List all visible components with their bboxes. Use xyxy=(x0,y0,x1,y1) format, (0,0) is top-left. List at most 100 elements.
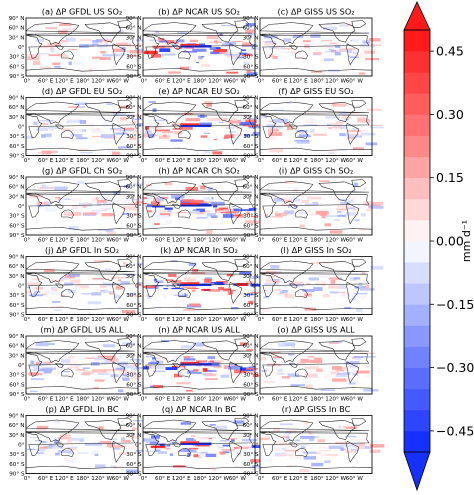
coastline xyxy=(171,363,181,368)
anomaly-cell xyxy=(52,445,64,449)
anomaly-cell xyxy=(100,361,111,365)
lat-tick-label: 90° N xyxy=(243,175,259,181)
colorbar-level xyxy=(404,93,430,115)
anomaly-cell xyxy=(152,205,166,208)
anomaly-cell xyxy=(358,285,363,289)
anomaly-cell xyxy=(36,425,49,429)
anomaly-cell xyxy=(304,111,318,113)
colorbar-extend-min xyxy=(403,451,431,492)
anomaly-cell xyxy=(206,35,219,40)
anomaly-cell xyxy=(80,152,93,154)
anomaly-cell xyxy=(305,203,319,206)
anomaly-cell xyxy=(169,453,174,456)
anomaly-cell xyxy=(54,439,60,444)
anomaly-cell xyxy=(319,211,328,216)
anomaly-cell xyxy=(63,458,76,462)
anomaly-cell xyxy=(310,283,323,287)
anomaly-cell xyxy=(70,437,85,441)
colorbar-extend-max xyxy=(403,1,431,31)
anomaly-cell xyxy=(131,367,139,371)
anomaly-cell xyxy=(165,279,174,281)
lon-tick-label: 0° xyxy=(141,158,148,164)
lat-tick-label: 60° N xyxy=(9,423,25,429)
anomaly-cell xyxy=(163,205,169,210)
anomaly-cell xyxy=(354,356,364,359)
lon-tick-label: 120° W xyxy=(325,397,346,403)
anomaly-cell xyxy=(287,126,294,131)
anomaly-cell xyxy=(261,290,272,294)
anomaly-cell xyxy=(360,132,376,136)
anomaly-cell xyxy=(202,197,212,200)
anomaly-cell xyxy=(115,367,125,370)
anomaly-cell xyxy=(344,306,352,310)
anomaly-cell xyxy=(310,34,321,38)
anomaly-cell xyxy=(252,465,264,468)
lat-tick-label: 30° S xyxy=(9,452,25,458)
lat-tick-label: 30° S xyxy=(126,293,142,299)
anomaly-cell xyxy=(369,126,384,129)
map-frame xyxy=(25,335,139,395)
colorbar-level xyxy=(404,325,430,347)
anomaly-cell xyxy=(358,72,366,75)
lat-tick-label: 90° N xyxy=(126,16,142,22)
anomaly-cell xyxy=(348,199,354,204)
anomaly-cell xyxy=(128,435,139,439)
anomaly-cell xyxy=(270,196,281,198)
coastline xyxy=(84,181,122,202)
lat-tick-label: 60° N xyxy=(9,344,25,350)
anomaly-cell xyxy=(82,285,89,287)
lat-tick-label: 30° N xyxy=(126,35,142,41)
anomaly-cell xyxy=(365,284,369,289)
anomaly-cell xyxy=(118,426,128,430)
panel-title: (r) ΔP GISS In BC xyxy=(282,404,351,414)
anomaly-cell xyxy=(147,210,153,213)
anomaly-cell xyxy=(264,41,276,43)
lon-tick-label: 60° E xyxy=(38,238,54,244)
anomaly-cell xyxy=(70,198,82,202)
anomaly-cell xyxy=(50,47,54,50)
anomaly-cell xyxy=(222,289,236,292)
lat-tick-label: 0° xyxy=(135,443,142,449)
anomaly-cell xyxy=(182,199,195,203)
lat-tick-label: 60° N xyxy=(126,264,142,270)
anomaly-cell xyxy=(354,182,358,187)
anomaly-cell xyxy=(238,446,252,449)
anomaly-cell xyxy=(330,279,336,284)
anomaly-cell xyxy=(306,283,311,285)
anomaly-cell xyxy=(249,188,256,192)
lat-tick-label: 60° N xyxy=(126,185,142,191)
anomaly-cell xyxy=(39,66,52,69)
lon-tick-label: 60° E xyxy=(155,476,171,482)
map-frame xyxy=(259,97,373,156)
anomaly-cell xyxy=(92,369,107,373)
anomaly-cell xyxy=(213,365,222,369)
anomaly-field xyxy=(28,181,149,235)
lon-tick-label: 120° W xyxy=(208,158,229,164)
anomaly-cell xyxy=(179,66,189,70)
anomaly-cell xyxy=(72,28,78,30)
anomaly-cell xyxy=(150,360,164,364)
anomaly-cell xyxy=(304,373,318,378)
lon-tick-label: 60° E xyxy=(272,158,288,164)
anomaly-cell xyxy=(111,277,127,279)
lat-tick-label: 30° S xyxy=(243,134,259,140)
anomaly-cell xyxy=(120,289,133,292)
anomaly-cell xyxy=(272,356,283,359)
anomaly-cell xyxy=(98,441,102,446)
anomaly-cell xyxy=(302,451,317,454)
anomaly-cell xyxy=(199,43,206,47)
lat-tick-label: 0° xyxy=(135,125,142,131)
lat-tick-label: 60° N xyxy=(126,105,142,111)
anomaly-cell xyxy=(149,441,159,445)
anomaly-cell xyxy=(27,286,31,289)
anomaly-cell xyxy=(63,135,76,139)
anomaly-cell xyxy=(246,72,258,76)
anomaly-cell xyxy=(61,43,68,46)
anomaly-cell xyxy=(187,370,195,374)
anomaly-cell xyxy=(312,133,327,136)
lat-tick-label: 60° S xyxy=(243,462,259,468)
anomaly-cell xyxy=(290,281,304,285)
colorbar-level xyxy=(404,409,430,432)
anomaly-cell xyxy=(135,367,148,369)
anomaly-cell xyxy=(59,54,69,58)
